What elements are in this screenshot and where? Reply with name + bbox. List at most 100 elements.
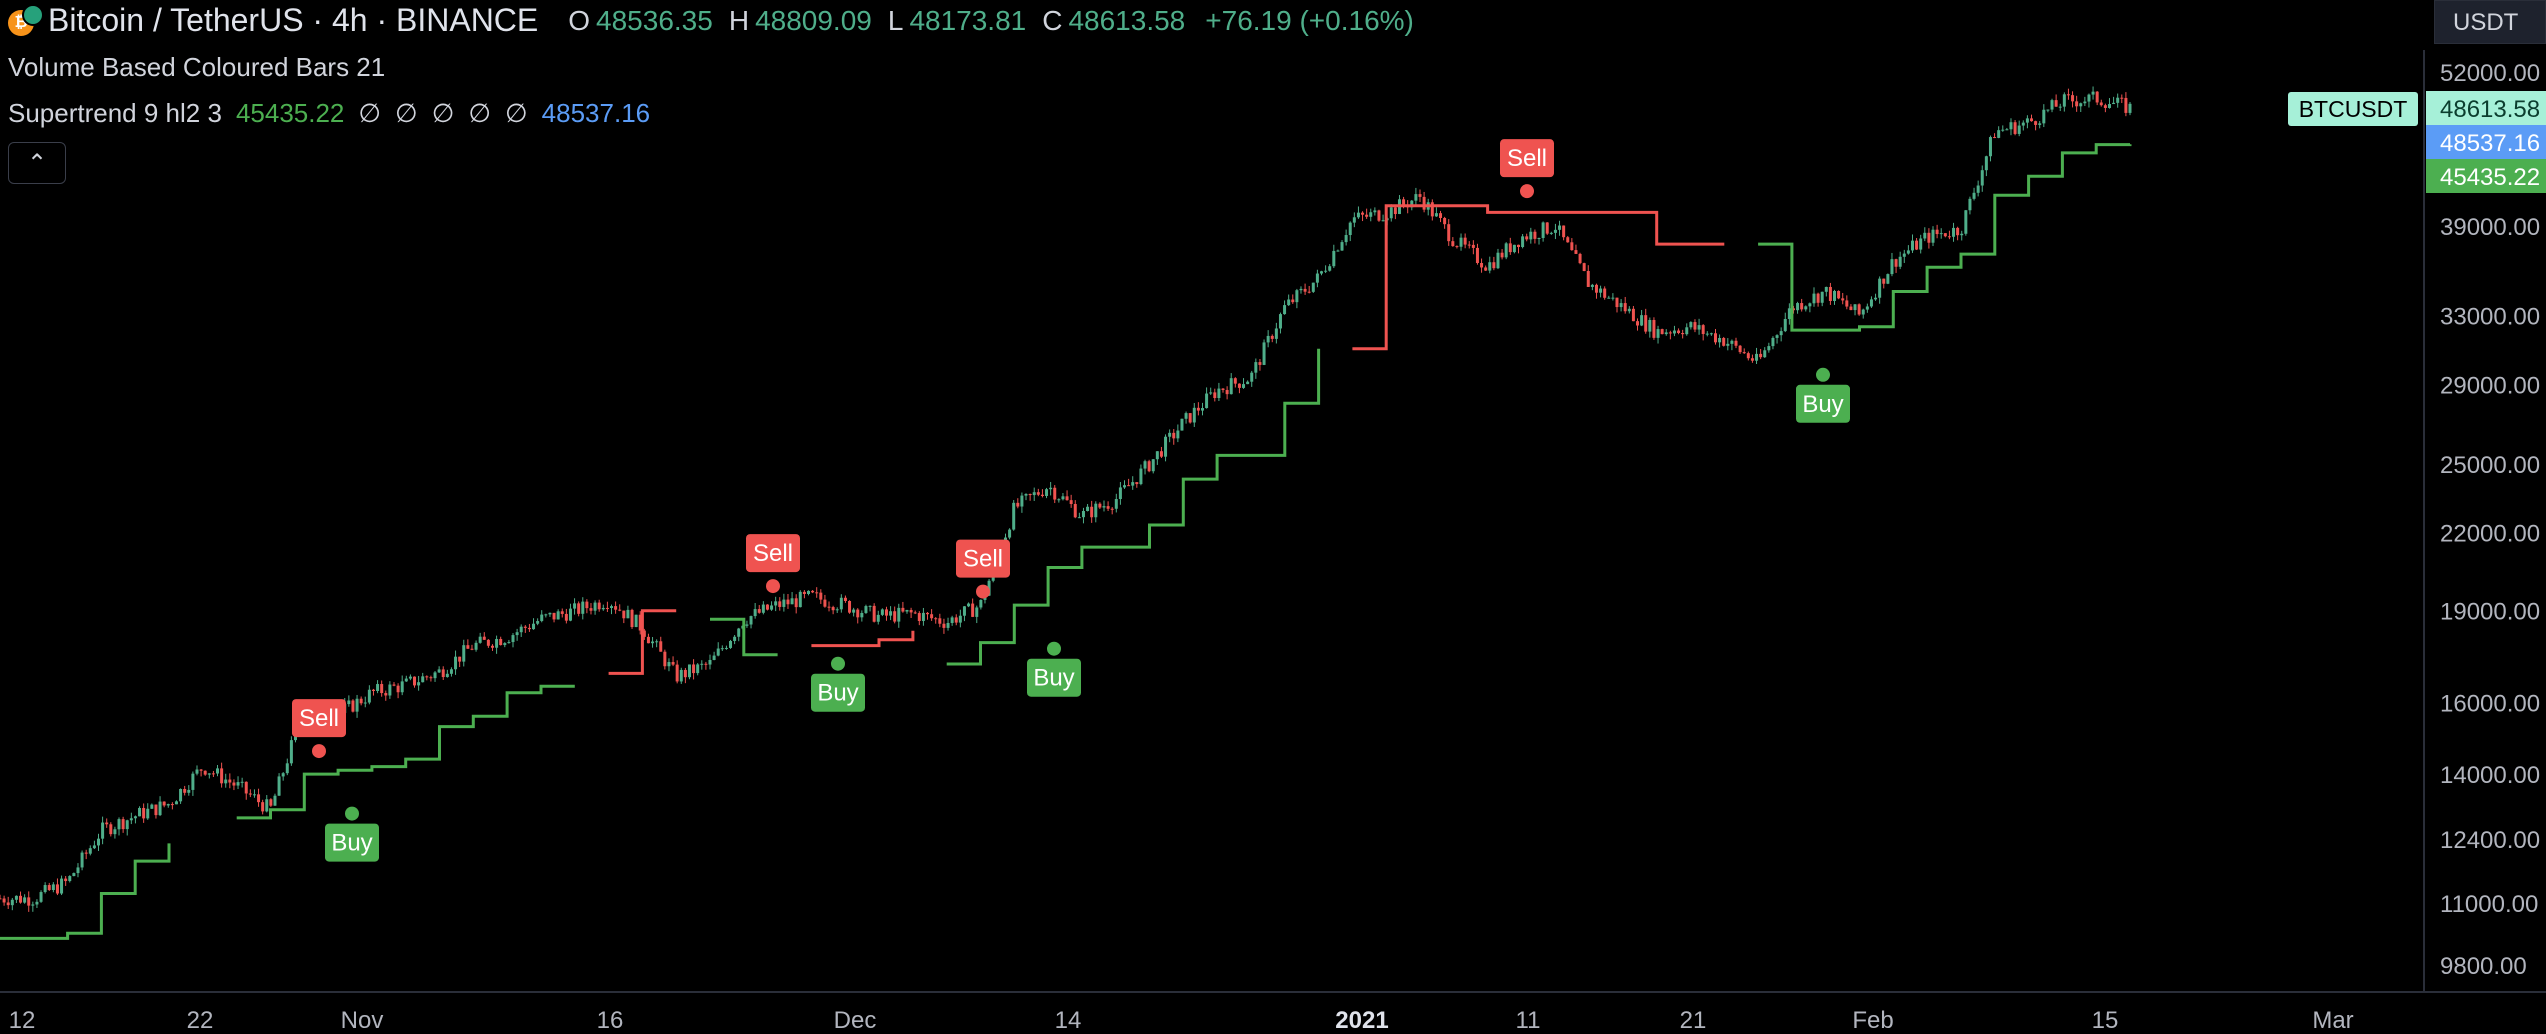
candle-body <box>610 606 614 609</box>
signal-box <box>1027 658 1081 697</box>
bitcoin-tether-icon: ₿ <box>8 3 44 38</box>
open-key: O <box>568 4 591 36</box>
candle-body <box>1311 282 1315 292</box>
candle-body <box>1336 250 1340 252</box>
candle-body <box>527 627 531 630</box>
candle-body <box>347 700 351 705</box>
candle-body <box>1947 236 1951 238</box>
candle-body <box>1726 343 1730 346</box>
candle-body <box>433 672 437 679</box>
candle-body <box>1250 372 1254 382</box>
close-value: 48613.58 <box>1068 4 1186 36</box>
candle-body <box>1808 303 1812 307</box>
candle-body <box>852 609 856 613</box>
candle-body <box>277 776 281 796</box>
signal-box <box>746 534 800 573</box>
candle-body <box>1328 266 1332 271</box>
candle-body <box>815 592 819 594</box>
candle-body <box>1779 331 1783 336</box>
candle-body <box>1521 236 1525 247</box>
candle-body <box>831 607 835 611</box>
candle-body <box>1205 393 1209 409</box>
candle-body <box>1894 259 1898 267</box>
candle-body <box>1324 270 1328 272</box>
candle-body <box>729 640 733 648</box>
price-tick-label: 19000.00 <box>2440 599 2540 626</box>
candle-body <box>1225 389 1229 395</box>
candle-body <box>761 604 765 613</box>
candle-body <box>1512 244 1516 253</box>
candle-body <box>958 615 962 623</box>
price-tick-label: 52000.00 <box>2440 60 2540 87</box>
candle-body <box>868 605 872 607</box>
candle-body <box>1447 224 1451 242</box>
candle-body <box>568 608 572 621</box>
candle-body <box>2062 94 2066 107</box>
candle-body <box>889 611 893 616</box>
candle-body <box>1155 451 1159 460</box>
candle-body <box>1270 335 1274 339</box>
candle-body <box>88 848 92 854</box>
candle-body <box>109 824 113 835</box>
candle-body <box>946 622 950 628</box>
candle-body <box>954 617 958 623</box>
candle-body <box>72 873 76 877</box>
candle-body <box>179 788 183 802</box>
candle-body <box>618 609 622 611</box>
change-value: +76.19 (+0.16%) <box>1205 4 1414 36</box>
candle-body <box>1418 194 1422 197</box>
candle-body <box>1484 267 1488 271</box>
supertrend-legend[interactable]: Supertrend 9 hl2 3 45435.22 ∅ ∅ ∅ ∅ ∅ 48… <box>8 98 650 129</box>
candle-body <box>1648 319 1652 332</box>
candle-body <box>236 782 240 786</box>
candle-body <box>2112 102 2116 105</box>
price-tick-label: 12400.00 <box>2440 827 2540 854</box>
candle-body <box>1135 482 1139 485</box>
sell-signal-label: Sell <box>956 539 1010 599</box>
candle-body <box>1008 529 1012 538</box>
candle-body <box>482 636 486 640</box>
sell-signal-label: Sell <box>1500 139 1554 199</box>
candle-body <box>687 664 691 678</box>
candle-body <box>1545 222 1549 234</box>
candle-body <box>1053 487 1057 500</box>
candle-body <box>1168 432 1172 437</box>
candle-body <box>1742 352 1746 354</box>
candle-body <box>203 770 207 775</box>
signal-box <box>325 823 379 862</box>
candle-body <box>1106 506 1110 509</box>
candle-body <box>1217 388 1221 399</box>
time-tick-label: Dec <box>834 1007 877 1034</box>
candle-body <box>1504 243 1508 258</box>
candle-body <box>437 669 441 673</box>
currency-button[interactable]: USDT <box>2434 0 2546 44</box>
candle-body <box>1356 212 1360 218</box>
candle-body <box>14 895 18 900</box>
symbol-title[interactable]: Bitcoin / TetherUS · 4h · BINANCE <box>48 2 539 38</box>
candle-body <box>1525 236 1529 240</box>
candle-body <box>2083 101 2087 104</box>
candle-body <box>1874 297 1878 300</box>
candle-body <box>2 898 6 903</box>
candle-body <box>478 636 482 643</box>
candle-body <box>581 601 585 614</box>
candle-body <box>441 669 445 678</box>
candle-body <box>0 898 2 900</box>
signal-dot <box>312 744 326 759</box>
candle-body <box>474 642 478 650</box>
candle-body <box>1340 242 1344 251</box>
candle-body <box>1295 290 1299 303</box>
candle-body <box>2120 97 2124 99</box>
candle-body <box>675 664 679 682</box>
collapse-legend-button[interactable]: ⌃ <box>8 142 66 184</box>
price-label-bg <box>2426 159 2546 193</box>
volume-bars-legend[interactable]: Volume Based Coloured Bars 21 <box>8 52 385 83</box>
candle-body <box>1734 340 1738 346</box>
high-key: H <box>728 4 750 36</box>
candle-body <box>843 597 847 601</box>
candle-body <box>466 645 470 649</box>
candle-body <box>1410 200 1414 208</box>
signal-dot <box>766 579 780 594</box>
candle-body <box>577 603 581 614</box>
